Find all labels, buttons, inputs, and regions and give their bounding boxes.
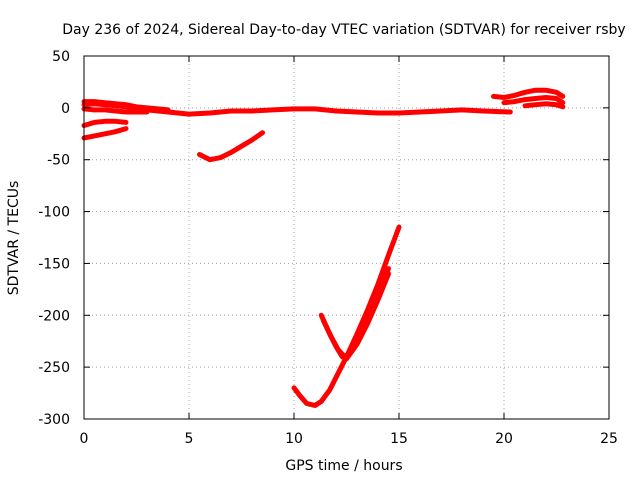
x-tick-label: 10: [285, 431, 303, 447]
y-tick-label: 0: [61, 101, 70, 117]
series-line-upper-band-b: [81, 106, 150, 115]
series-line-late-b: [501, 95, 566, 106]
chart-title: Day 236 of 2024, Sidereal Day-to-day VTE…: [62, 22, 625, 38]
series-line-upper-band-a: [81, 99, 171, 113]
x-tick-label: 0: [80, 431, 89, 447]
axis-ticks: 0 5 10 15 20 25 50 0 -50 -100 -150 -200 -250 -300: [38, 49, 618, 447]
plot-frame: [83, 55, 610, 420]
y-tick-label: -300: [38, 412, 70, 428]
x-tick-label: 25: [600, 431, 618, 447]
y-tick-label: 50: [52, 49, 70, 65]
y-axis-label: SDTVAR / TECUs: [6, 181, 22, 296]
x-tick-label: 20: [495, 431, 513, 447]
x-axis-label: GPS time / hours: [285, 458, 402, 474]
data-series: [81, 87, 566, 408]
x-tick-label: 15: [390, 431, 408, 447]
y-tick-label: -250: [38, 360, 70, 376]
y-tick-label: -100: [38, 205, 70, 221]
y-tick-label: -50: [47, 153, 70, 169]
y-tick-label: -150: [38, 256, 70, 272]
series-line-arc-5to8: [197, 130, 265, 163]
series-line-late-a: [491, 87, 566, 100]
series-line-track-lower-left-2: [81, 126, 129, 141]
y-tick-label: -200: [38, 308, 70, 324]
series-line-late-c: [522, 101, 566, 110]
x-tick-label: 5: [185, 431, 194, 447]
series-line-track-lower-left-1: [81, 118, 129, 128]
series-line-deep-dip: [291, 224, 402, 408]
series-line-v-track-shadow: [320, 271, 391, 362]
